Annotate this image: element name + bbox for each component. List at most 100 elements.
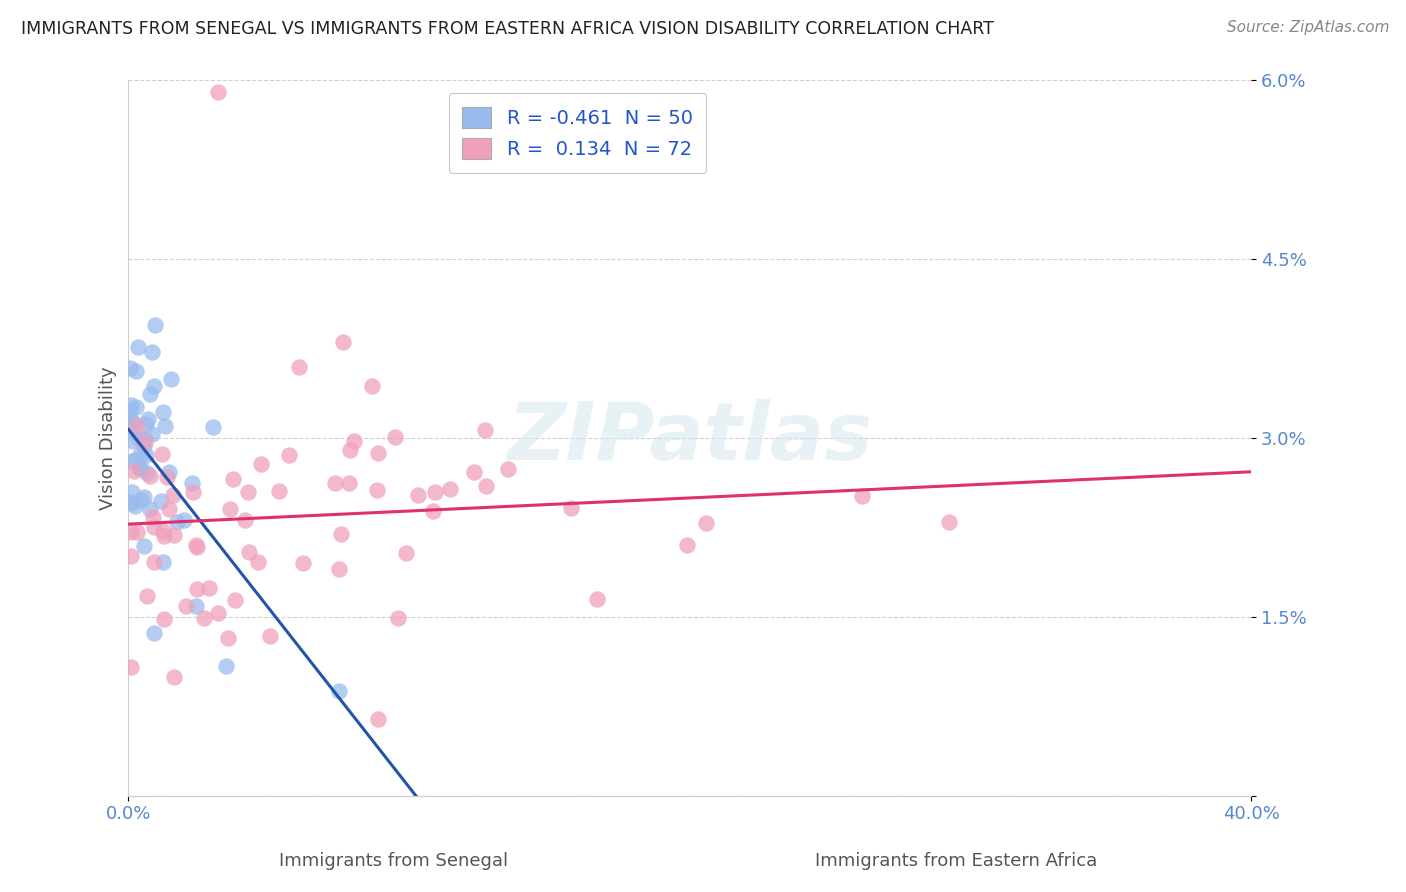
Point <box>124 453 146 467</box>
Point <box>163 670 186 684</box>
Point <box>152 524 174 538</box>
Point <box>152 555 174 569</box>
Point <box>150 447 173 461</box>
Point <box>406 488 429 502</box>
Point <box>474 423 496 437</box>
Point <box>181 476 204 491</box>
Point <box>851 489 873 503</box>
Point <box>134 432 156 446</box>
Point <box>367 712 389 726</box>
Point <box>120 412 142 426</box>
Point <box>184 599 207 613</box>
Point <box>238 545 260 559</box>
Point <box>186 540 208 554</box>
Point <box>142 555 165 569</box>
Point <box>142 509 165 524</box>
Point <box>201 420 224 434</box>
Point <box>207 606 229 620</box>
Text: Immigrants from Eastern Africa: Immigrants from Eastern Africa <box>815 852 1097 870</box>
Point <box>186 582 208 596</box>
Point <box>156 470 179 484</box>
Point <box>155 418 177 433</box>
Point <box>249 458 271 472</box>
Point <box>422 504 444 518</box>
Point <box>132 439 155 453</box>
Point <box>323 476 346 491</box>
Point <box>384 430 406 444</box>
Point <box>120 525 142 540</box>
Point <box>475 479 498 493</box>
Point <box>181 484 204 499</box>
Point <box>120 496 142 510</box>
Point <box>160 372 183 386</box>
Point <box>143 318 166 333</box>
Point <box>366 483 388 497</box>
Point <box>122 464 145 478</box>
Point <box>129 448 152 462</box>
Point <box>129 461 152 475</box>
Point <box>339 442 361 457</box>
Point <box>695 516 717 531</box>
Point <box>118 402 141 417</box>
Point <box>198 581 221 595</box>
Point <box>120 423 142 437</box>
Point <box>267 483 290 498</box>
Point <box>138 412 160 426</box>
Point <box>162 488 184 502</box>
Point <box>122 434 145 449</box>
Point <box>173 513 195 527</box>
Text: ZIPatlas: ZIPatlas <box>508 399 872 477</box>
Point <box>118 495 141 509</box>
Legend: R = -0.461  N = 50, R =  0.134  N = 72: R = -0.461 N = 50, R = 0.134 N = 72 <box>449 94 706 173</box>
Point <box>246 555 269 569</box>
Point <box>139 469 162 483</box>
Point <box>387 611 409 625</box>
Point <box>330 527 353 541</box>
Point <box>463 466 485 480</box>
Point <box>222 472 245 486</box>
Point <box>150 493 173 508</box>
Point <box>141 426 163 441</box>
Point <box>233 513 256 527</box>
Point <box>142 378 165 392</box>
Point <box>277 448 299 462</box>
Point <box>157 465 180 479</box>
Y-axis label: Vision Disability: Vision Disability <box>100 366 117 509</box>
Point <box>162 528 184 542</box>
Point <box>125 418 148 433</box>
Point <box>135 466 157 480</box>
Point <box>141 345 163 359</box>
Point <box>128 431 150 445</box>
Point <box>139 502 162 516</box>
Text: Immigrants from Senegal: Immigrants from Senegal <box>280 852 508 870</box>
Point <box>217 631 239 645</box>
Point <box>120 398 142 412</box>
Point <box>560 500 582 515</box>
Point <box>120 360 142 375</box>
Point <box>332 335 354 350</box>
Point <box>675 538 697 552</box>
Point <box>125 400 148 414</box>
Point <box>153 529 176 543</box>
Point <box>153 612 176 626</box>
Point <box>439 483 461 497</box>
Point <box>120 660 142 674</box>
Point <box>135 417 157 432</box>
Point <box>219 501 242 516</box>
Point <box>174 599 197 613</box>
Point <box>496 462 519 476</box>
Point <box>134 539 156 553</box>
Point <box>118 419 141 434</box>
Point <box>193 610 215 624</box>
Point <box>122 416 145 430</box>
Text: Source: ZipAtlas.com: Source: ZipAtlas.com <box>1226 20 1389 35</box>
Point <box>157 502 180 516</box>
Point <box>143 625 166 640</box>
Point <box>360 379 382 393</box>
Text: IMMIGRANTS FROM SENEGAL VS IMMIGRANTS FROM EASTERN AFRICA VISION DISABILITY CORR: IMMIGRANTS FROM SENEGAL VS IMMIGRANTS FR… <box>21 20 994 37</box>
Point <box>134 435 156 450</box>
Point <box>129 493 152 508</box>
Point <box>288 360 311 375</box>
Point <box>125 364 148 378</box>
Point <box>328 562 350 576</box>
